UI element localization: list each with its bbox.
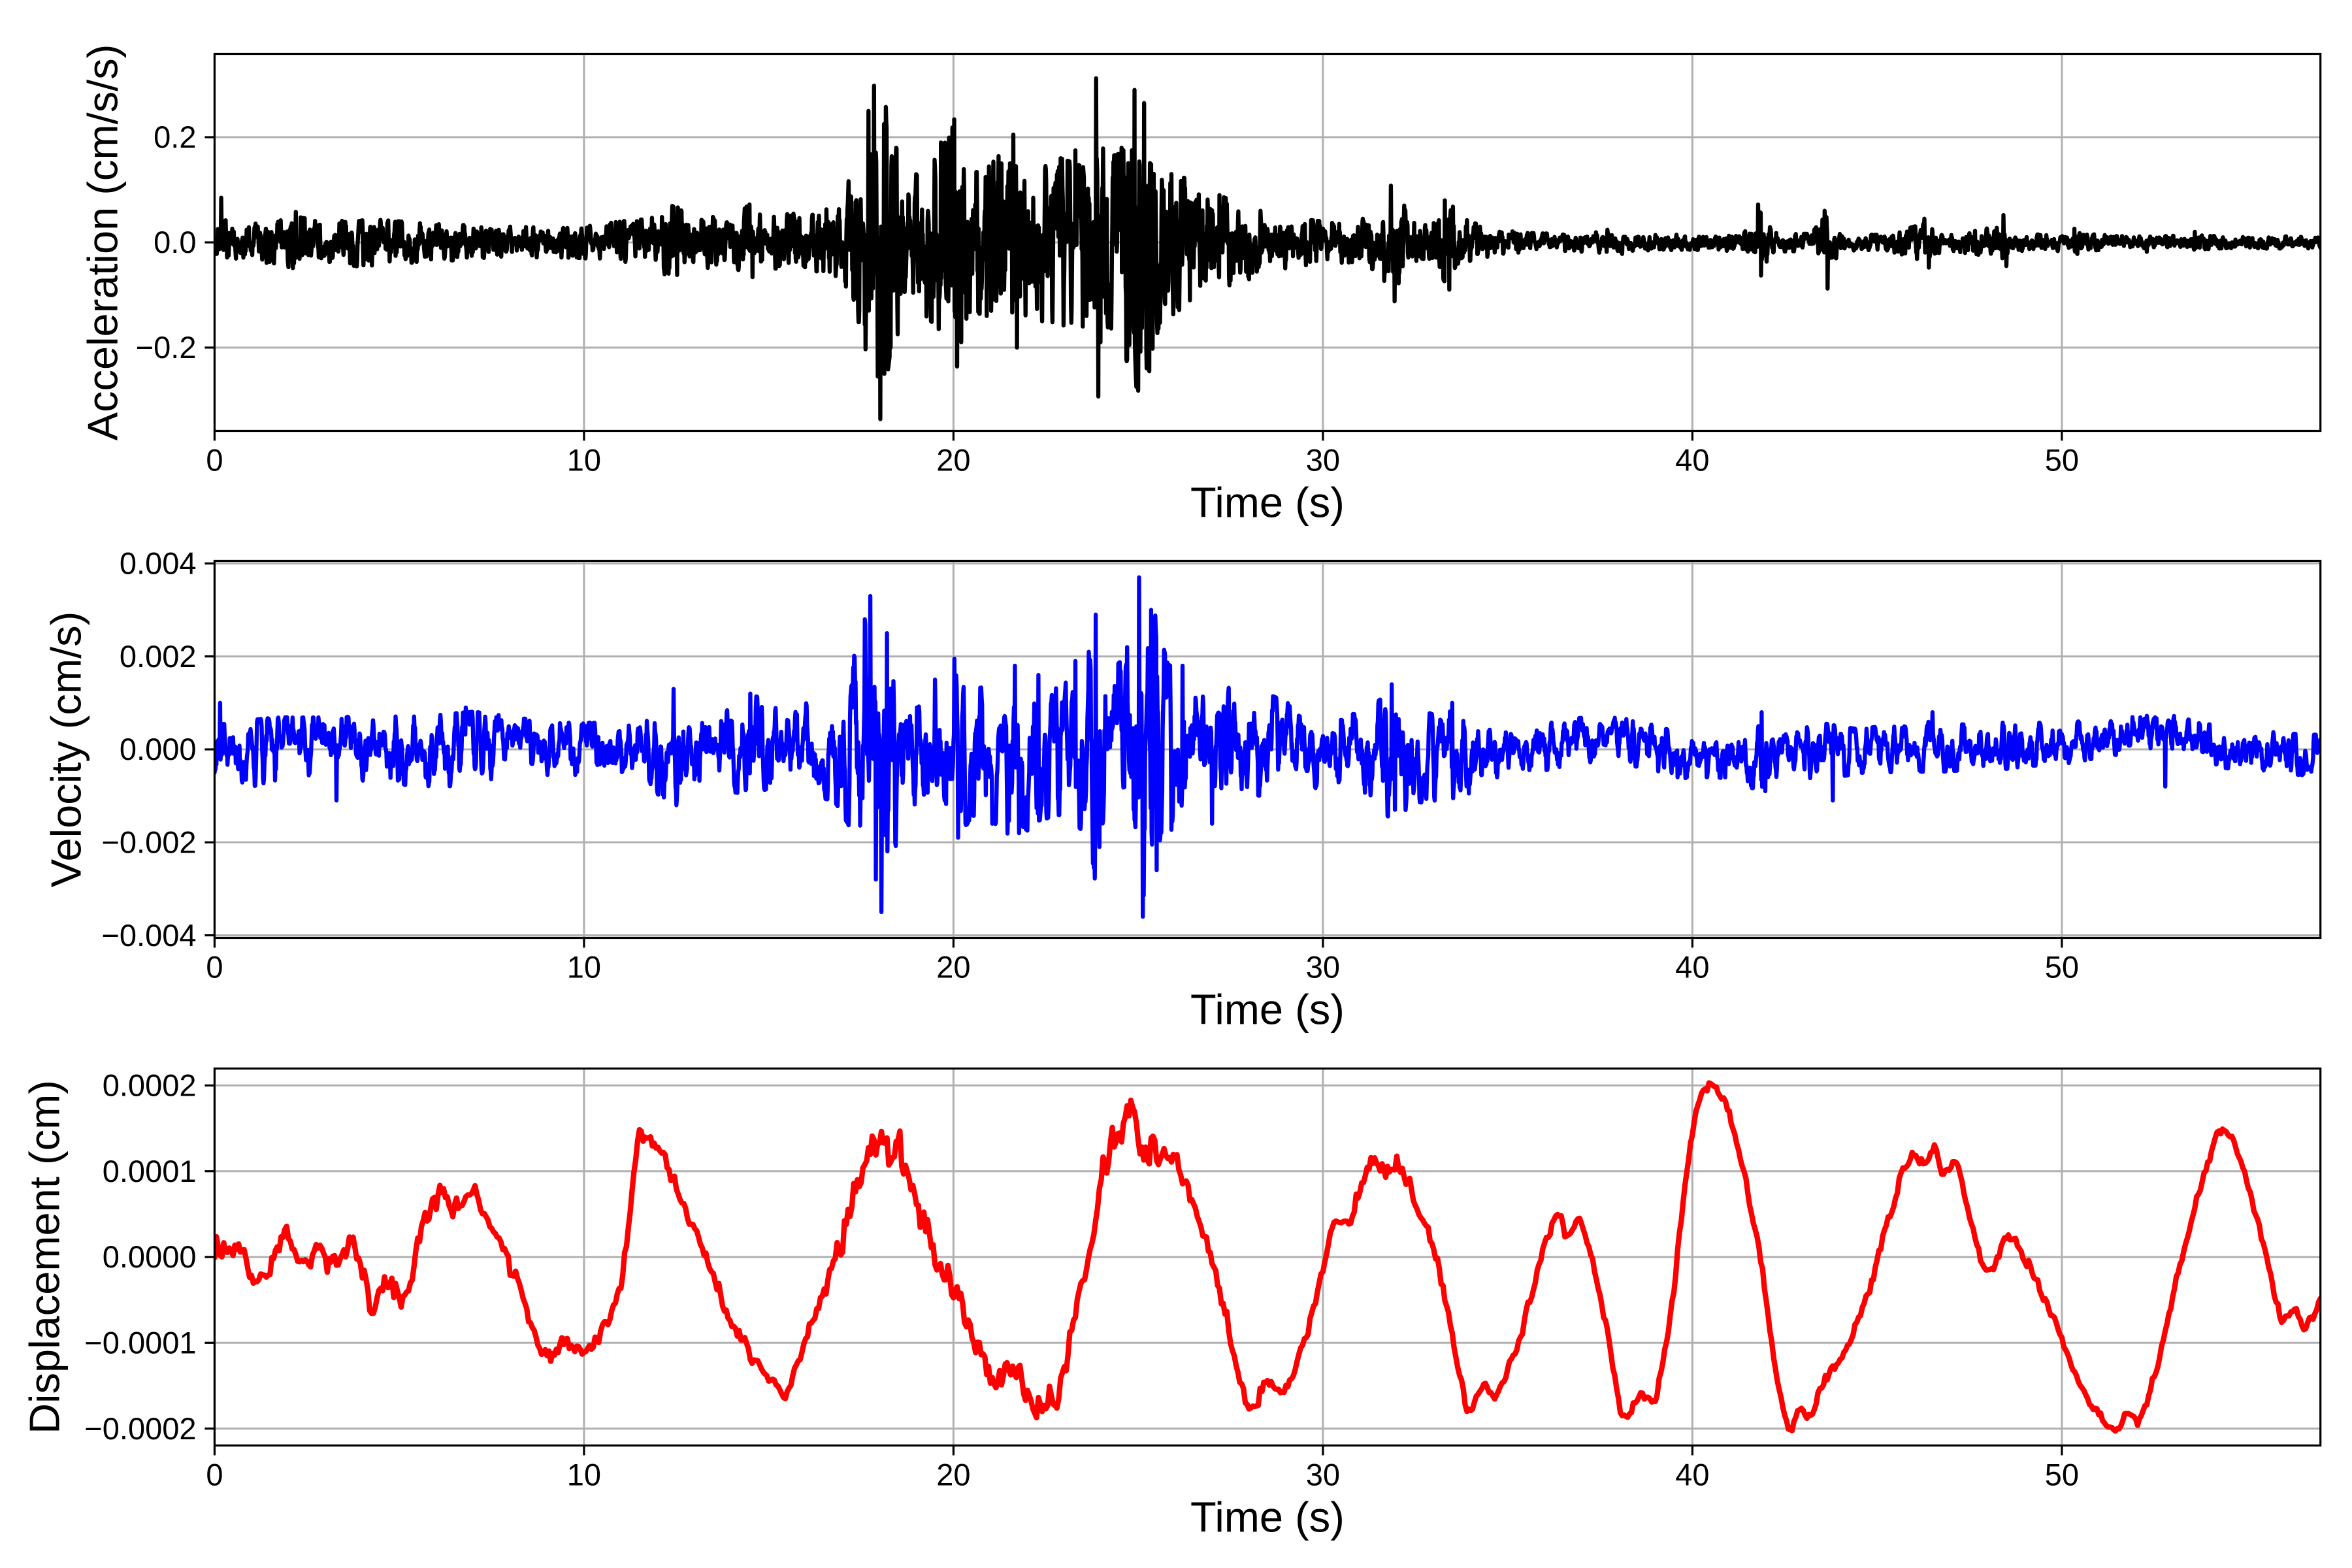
svg-text:0.004: 0.004 [120,546,197,581]
svg-text:−0.002: −0.002 [101,825,196,860]
svg-text:−0.0001: −0.0001 [84,1326,196,1360]
svg-text:40: 40 [1675,1458,1709,1492]
svg-text:30: 30 [1306,950,1340,985]
svg-text:30: 30 [1306,1458,1340,1492]
svg-text:0.0002: 0.0002 [103,1068,197,1103]
svg-text:−0.0002: −0.0002 [84,1411,196,1446]
svg-text:0: 0 [206,443,223,478]
svg-text:Time (s): Time (s) [1190,479,1345,527]
svg-text:−0.004: −0.004 [101,918,196,953]
svg-text:Time (s): Time (s) [1190,986,1345,1034]
svg-text:0.0: 0.0 [154,225,196,259]
svg-text:0.000: 0.000 [120,732,197,766]
svg-text:0.0001: 0.0001 [103,1154,197,1188]
svg-text:30: 30 [1306,443,1340,478]
svg-text:−0.2: −0.2 [136,330,197,365]
svg-text:10: 10 [567,950,601,985]
svg-text:Acceleration (cm/s/s): Acceleration (cm/s/s) [79,44,127,441]
svg-text:20: 20 [936,443,970,478]
svg-text:0.2: 0.2 [154,120,196,154]
svg-text:10: 10 [567,1458,601,1492]
svg-text:50: 50 [2045,950,2079,985]
svg-text:50: 50 [2045,443,2079,478]
svg-text:0.002: 0.002 [120,639,197,674]
svg-text:10: 10 [567,443,601,478]
svg-text:0.0000: 0.0000 [103,1239,197,1274]
svg-text:Displacement (cm): Displacement (cm) [20,1080,68,1434]
svg-text:Velocity (cm/s): Velocity (cm/s) [42,612,90,888]
svg-text:20: 20 [936,950,970,985]
svg-text:40: 40 [1675,950,1709,985]
svg-text:0: 0 [206,950,223,985]
svg-text:40: 40 [1675,443,1709,478]
svg-text:50: 50 [2045,1458,2079,1492]
svg-text:20: 20 [936,1458,970,1492]
svg-text:Time (s): Time (s) [1190,1494,1345,1541]
svg-text:0: 0 [206,1458,223,1492]
